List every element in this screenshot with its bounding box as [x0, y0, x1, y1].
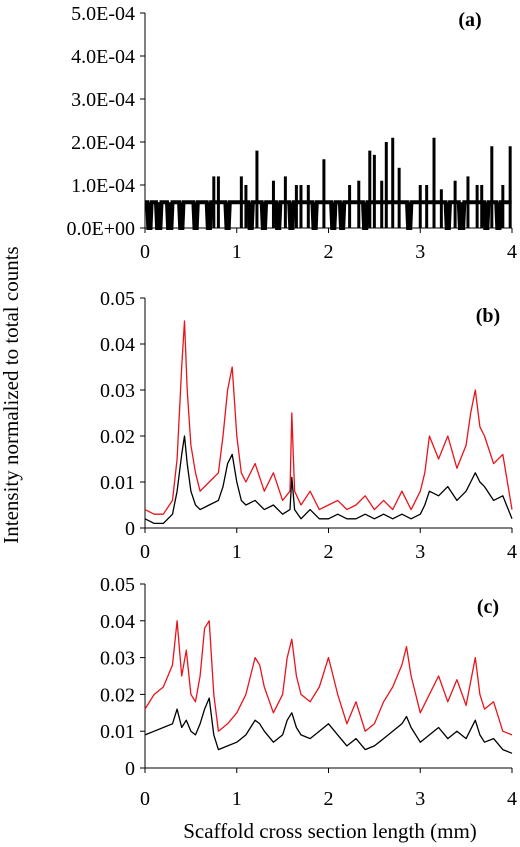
panel-a-label: (a) [458, 9, 481, 31]
y-tick-label: 0.05 [100, 574, 135, 596]
x-tick-label: 4 [507, 541, 517, 563]
x-tick-label: 3 [415, 241, 425, 263]
x-tick-label: 4 [507, 241, 517, 263]
x-tick-label: 2 [324, 241, 334, 263]
panel-b: (b) 0 0.01 0.02 0.03 0.04 0.05 0 1 2 3 4 [100, 288, 517, 563]
panel-a: (a) 0.0E+00 1.0E-04 2.0E-04 3.0E-04 4.0E-04 5… [67, 3, 518, 263]
x-tick-label: 1 [232, 241, 242, 263]
y-tick-label: 0.01 [100, 721, 135, 743]
baseline-trace [145, 200, 512, 230]
y-tick-label: 0.0E+00 [67, 218, 136, 240]
y-tick-label: 2.0E-04 [71, 132, 135, 154]
x-tick-label: 1 [232, 541, 242, 563]
y-tick-label: 0.02 [100, 426, 135, 448]
x-tick-label: 0 [140, 241, 150, 263]
y-tick-label: 0.04 [100, 611, 135, 633]
y-tick-label: 0 [125, 758, 135, 780]
y-tick-label: 0.05 [100, 288, 135, 310]
series-line-black [144, 435, 513, 525]
y-tick-label: 0.03 [100, 648, 135, 670]
x-tick-label: 2 [324, 541, 334, 563]
y-tick-label: 0.04 [100, 334, 135, 356]
y-tick-label: 1.0E-04 [71, 175, 135, 197]
y-tick-label: 5.0E-04 [71, 3, 135, 25]
x-tick-label: 2 [324, 788, 334, 810]
x-tick-label: 0 [140, 788, 150, 810]
x-axis-title: Scaffold cross section length (mm) [183, 819, 477, 843]
x-tick-label: 4 [507, 788, 517, 810]
series-line-red [144, 320, 513, 515]
panel-c-label: (c) [477, 596, 499, 618]
panel-c: (c) 0 0.01 0.02 0.03 0.04 0.05 0 1 2 3 4 [100, 574, 517, 810]
y-tick-label: 0.01 [100, 472, 135, 494]
y-axis-title: Intensity normalized to total counts [0, 246, 23, 543]
y-tick-label: 0 [125, 518, 135, 540]
y-tick-label: 0.02 [100, 684, 135, 706]
x-tick-label: 3 [415, 541, 425, 563]
y-tick-label: 4.0E-04 [71, 46, 135, 68]
panel-b-label: (b) [476, 305, 500, 327]
x-tick-label: 1 [232, 788, 242, 810]
series-line-red [144, 620, 513, 736]
x-tick-label: 3 [415, 788, 425, 810]
series-line-black [144, 697, 513, 754]
y-tick-label: 0.03 [100, 380, 135, 402]
y-tick-label: 3.0E-04 [71, 89, 135, 111]
x-tick-label: 0 [140, 541, 150, 563]
